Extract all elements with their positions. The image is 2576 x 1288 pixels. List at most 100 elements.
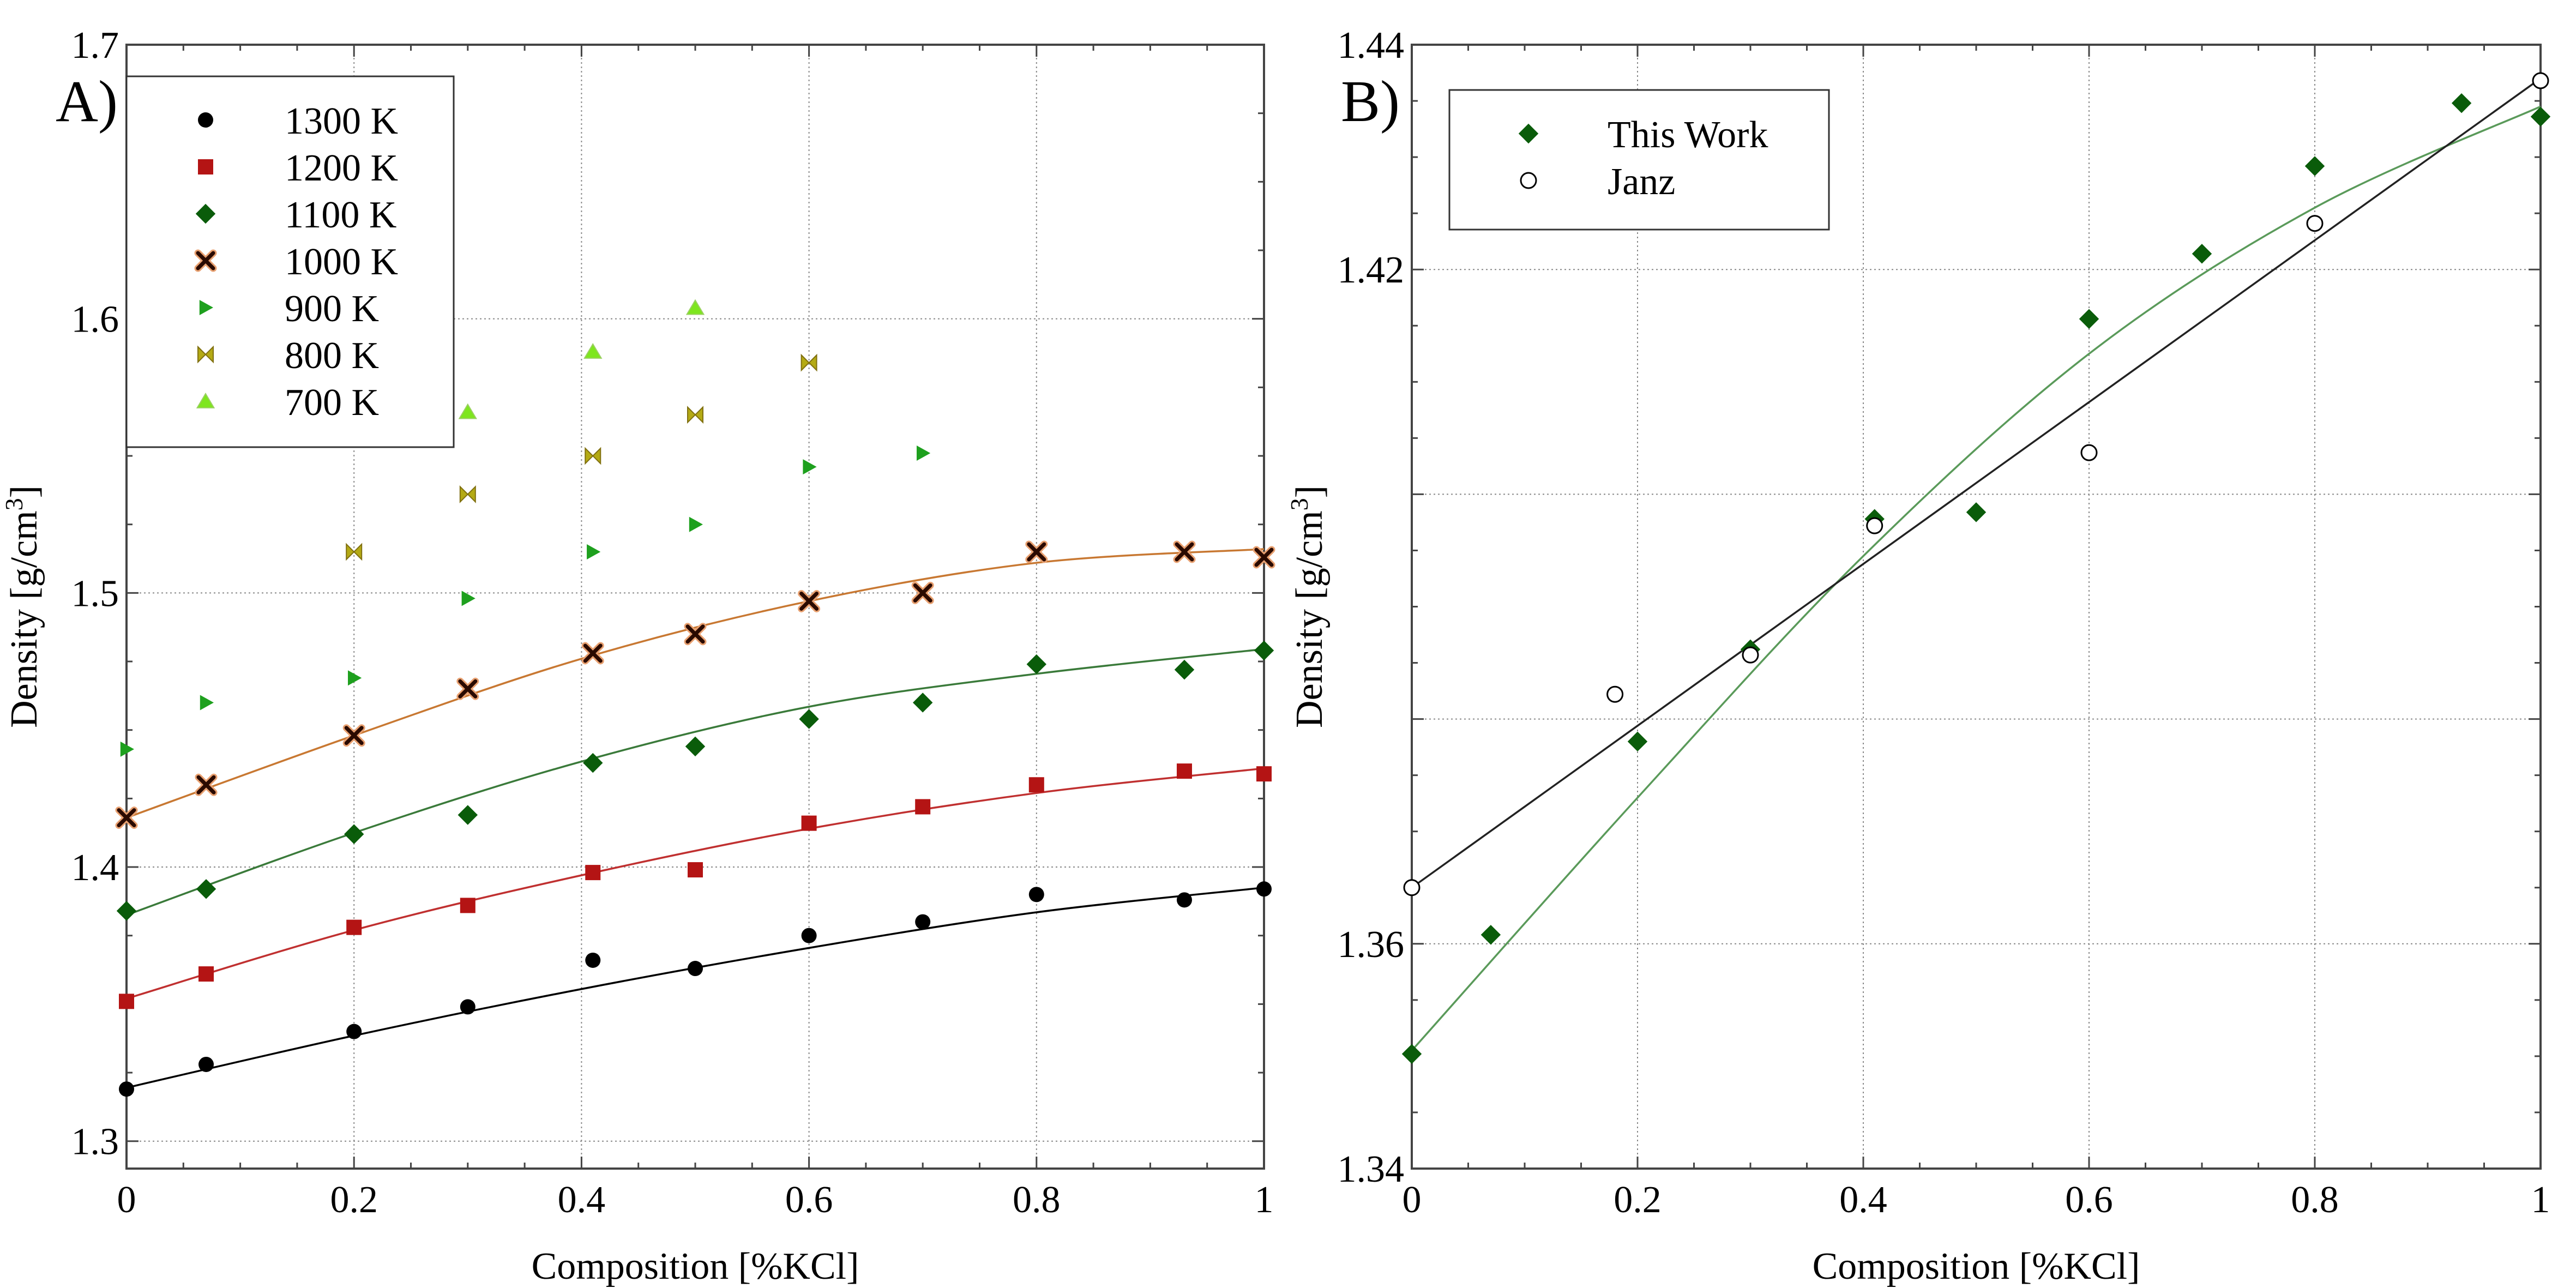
series-1200-k	[119, 763, 1272, 1009]
data-point	[346, 919, 362, 935]
legend-item: 900 K	[199, 288, 379, 330]
y-tick-label: 1.7	[71, 25, 119, 67]
legend-marker	[198, 112, 213, 128]
data-point	[1742, 646, 1759, 664]
data-point	[798, 589, 821, 612]
data-point	[583, 343, 603, 359]
data-point	[1254, 640, 1274, 661]
data-point	[687, 406, 703, 424]
data-point	[801, 815, 817, 831]
legend-item: Janz	[1520, 161, 1675, 203]
data-point	[198, 966, 214, 982]
data-point	[913, 693, 933, 713]
legend-label: 1100 K	[285, 194, 396, 236]
data-point	[2304, 156, 2325, 176]
x-axis-label: Composition [%KCl]	[532, 1245, 859, 1287]
legend-item: 1000 K	[194, 241, 398, 283]
data-point	[2532, 72, 2549, 89]
y-tick-label: 1.36	[1338, 924, 1405, 966]
data-point	[583, 753, 603, 773]
y-axis-label: Density [g/cm3]	[0, 485, 45, 728]
data-point	[120, 741, 134, 757]
data-point	[1403, 879, 1421, 896]
legend-item: 700 K	[196, 382, 379, 424]
data-point	[116, 901, 137, 921]
data-point	[115, 806, 138, 829]
data-point	[1627, 731, 1648, 752]
data-point	[348, 670, 362, 686]
data-point	[344, 824, 364, 844]
legend-item: This Work	[1518, 114, 1768, 156]
legend-box	[125, 75, 455, 448]
data-point	[1028, 777, 1044, 793]
data-point	[1176, 763, 1192, 779]
x-tick-label: 1	[2531, 1179, 2550, 1221]
plot-frame	[1411, 44, 2542, 1170]
y-tick-label: 1.34	[1338, 1148, 1405, 1190]
data-point	[196, 879, 216, 899]
series-janz	[1403, 72, 2549, 896]
data-point	[684, 623, 707, 646]
y-tick-label: 1.5	[71, 573, 119, 615]
series-900-k	[120, 445, 931, 757]
data-point	[803, 459, 817, 475]
data-point	[460, 999, 476, 1015]
y-tick-label: 1.4	[71, 847, 119, 889]
legend-item: 1300 K	[198, 100, 398, 142]
legend-label: 1300 K	[285, 100, 398, 142]
legend-marker	[197, 345, 214, 364]
legend-marker	[194, 249, 217, 272]
data-point	[346, 543, 363, 561]
data-point	[195, 773, 218, 796]
legend-marker	[195, 203, 216, 224]
panel-label: B)	[1341, 69, 1400, 134]
series-1000-k	[115, 540, 1275, 829]
data-point	[2306, 215, 2324, 232]
y-tick-label: 1.6	[71, 299, 119, 341]
data-point	[1256, 766, 1272, 782]
legend-marker	[1518, 123, 1539, 144]
series-1300-k	[119, 881, 1272, 1097]
fit-curves	[1411, 77, 2542, 1051]
data-point	[1966, 502, 1987, 522]
data-point	[1176, 892, 1192, 908]
legend-label: Janz	[1608, 161, 1675, 203]
data-point	[458, 403, 477, 419]
data-point	[911, 581, 934, 604]
y-tick-label: 1.3	[71, 1121, 119, 1163]
x-tick-label: 0.6	[785, 1179, 833, 1221]
data-point	[688, 961, 703, 977]
x-tick-label: 0.6	[2065, 1179, 2113, 1221]
data-point	[587, 544, 601, 559]
legend-label: This Work	[1608, 114, 1768, 156]
fit-curve-1200-k	[126, 767, 1265, 1000]
data-point	[2192, 244, 2212, 264]
panel-b-density-chart: 0 0.2 0.4 0.6 0.8 1 1.34 1.36 1.42 1.44 Compositio…	[1285, 25, 2551, 1287]
data-point	[688, 862, 703, 878]
series-800-k	[346, 353, 817, 561]
data-point	[585, 865, 601, 881]
data-point	[1028, 887, 1044, 902]
data-point	[585, 447, 601, 465]
x-tick-label: 0.2	[330, 1179, 378, 1221]
data-point	[200, 695, 214, 711]
plot-frame	[125, 44, 1265, 1170]
fit-curve-1100-k	[126, 648, 1265, 916]
legend: This Work Janz	[1448, 89, 1830, 231]
legend-item: 800 K	[197, 335, 379, 377]
data-point	[801, 928, 817, 943]
data-point	[915, 799, 931, 815]
data-point	[915, 914, 931, 930]
data-point	[1026, 654, 1046, 675]
data-point	[1480, 925, 1501, 945]
x-axis-label: Composition [%KCl]	[1813, 1245, 2140, 1287]
data-point	[1173, 540, 1196, 563]
data-point	[1256, 881, 1272, 897]
data-point	[585, 952, 601, 968]
data-point	[799, 709, 819, 729]
x-tick-label: 1	[1255, 1179, 1274, 1221]
y-axis-label: Density [g/cm3]	[1285, 485, 1331, 728]
legend-box	[1448, 89, 1830, 231]
legend-item: 1100 K	[195, 194, 396, 236]
